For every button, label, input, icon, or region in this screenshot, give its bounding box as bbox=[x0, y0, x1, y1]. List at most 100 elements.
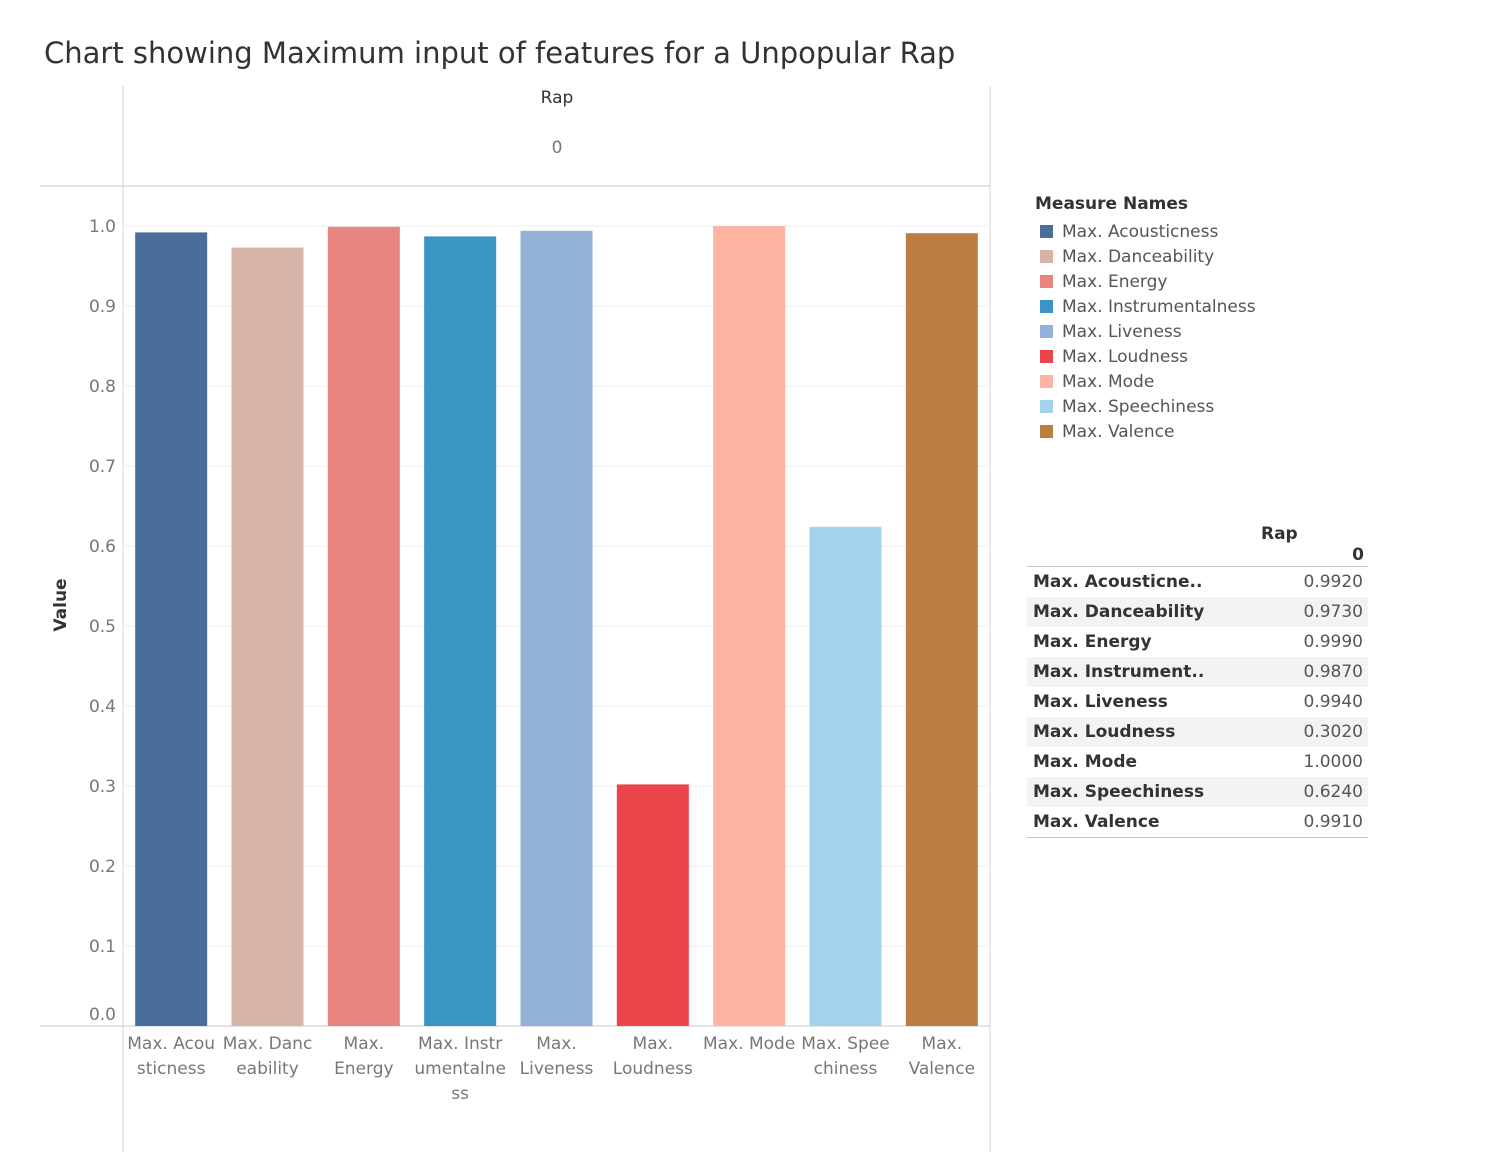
table-row-label: Max. Speechiness bbox=[1033, 782, 1205, 802]
x-tick-label: Loudness bbox=[613, 1059, 693, 1079]
legend: Measure Names Max. Acousticness Max. Danc… bbox=[1035, 194, 1256, 444]
x-tick-label: Max. bbox=[633, 1034, 674, 1054]
x-tick-label: Max. Acou bbox=[127, 1034, 215, 1054]
legend-label: Max. Loudness bbox=[1062, 346, 1189, 367]
x-tick-label: ss bbox=[451, 1084, 469, 1104]
table-row-label: Max. Acousticne.. bbox=[1033, 572, 1203, 592]
table-row-label: Max. Loudness bbox=[1033, 722, 1176, 742]
legend-item[interactable]: Max. Energy bbox=[1035, 269, 1256, 294]
bar-max-valence[interactable] bbox=[905, 233, 978, 1026]
legend-swatch bbox=[1040, 375, 1053, 388]
legend-swatch bbox=[1040, 425, 1053, 438]
y-tick-label: 0.5 bbox=[89, 617, 116, 637]
x-tick-label: Max. Danc bbox=[223, 1034, 313, 1054]
table-row-label: Max. Liveness bbox=[1033, 692, 1168, 712]
x-tick-label: sticness bbox=[137, 1059, 206, 1079]
bar-max-mode[interactable] bbox=[713, 226, 786, 1026]
table-row-value: 1.0000 bbox=[1303, 752, 1363, 772]
bar-max-danceability[interactable] bbox=[231, 247, 304, 1027]
legend-item[interactable]: Max. Acousticness bbox=[1035, 219, 1256, 244]
table-row-value: 0.6240 bbox=[1303, 782, 1363, 802]
x-tick-label: Max. bbox=[536, 1034, 577, 1054]
table-row-value: 0.3020 bbox=[1303, 722, 1363, 742]
legend-swatch bbox=[1040, 400, 1053, 413]
y-tick-label: 0.9 bbox=[89, 297, 116, 317]
y-tick-label: 0.2 bbox=[89, 857, 116, 877]
legend-label: Max. Valence bbox=[1062, 421, 1175, 442]
legend-label: Max. Acousticness bbox=[1062, 221, 1219, 242]
legend-item[interactable]: Max. Liveness bbox=[1035, 319, 1256, 344]
legend-swatch bbox=[1040, 325, 1053, 338]
legend-label: Max. Liveness bbox=[1062, 321, 1182, 342]
table-row-label: Max. Energy bbox=[1033, 632, 1152, 652]
legend-item[interactable]: Max. Valence bbox=[1035, 419, 1256, 444]
x-tick-label: Max. bbox=[344, 1034, 385, 1054]
table-row-value: 0.9730 bbox=[1303, 602, 1363, 622]
y-tick-label: 0.4 bbox=[89, 697, 116, 717]
bar-max-acousticness[interactable] bbox=[135, 232, 208, 1026]
table-row: Max. Instrument.. 0.9870 bbox=[1027, 657, 1368, 687]
table-row-value: 0.9910 bbox=[1303, 812, 1363, 832]
legend-item[interactable]: Max. Instrumentalness bbox=[1035, 294, 1256, 319]
column-header: Rap bbox=[541, 88, 574, 108]
table-row: Max. Loudness 0.3020 bbox=[1027, 717, 1368, 747]
table-row-label: Max. Valence bbox=[1033, 812, 1160, 832]
y-tick-label: 0.0 bbox=[89, 1005, 116, 1025]
y-tick-label: 0.1 bbox=[89, 937, 116, 957]
chart-title: Chart showing Maximum input of features … bbox=[44, 36, 956, 70]
legend-swatch bbox=[1040, 350, 1053, 363]
x-tick-label: Max. bbox=[922, 1034, 963, 1054]
summary-table: Rap 0 Max. Acousticne.. 0.9920 Max. Dancea… bbox=[1027, 524, 1368, 838]
x-tick-label: chiness bbox=[814, 1059, 878, 1079]
y-tick-label: 0.7 bbox=[89, 457, 116, 477]
legend-swatch bbox=[1040, 225, 1053, 238]
legend-swatch bbox=[1040, 250, 1053, 263]
bar-max-loudness[interactable] bbox=[616, 784, 689, 1026]
x-tick-label: Max. Spee bbox=[801, 1034, 889, 1054]
column-subheader: 0 bbox=[552, 138, 563, 158]
legend-item[interactable]: Max. Danceability bbox=[1035, 244, 1256, 269]
legend-item[interactable]: Max. Speechiness bbox=[1035, 394, 1256, 419]
bar-max-speechiness[interactable] bbox=[809, 526, 882, 1026]
table-row-label: Max. Danceability bbox=[1033, 602, 1205, 622]
y-tick-label: 0.6 bbox=[89, 537, 116, 557]
legend-item[interactable]: Max. Mode bbox=[1035, 369, 1256, 394]
summary-table-column-header: Rap bbox=[1261, 524, 1298, 544]
x-tick-label: umentalne bbox=[414, 1059, 506, 1079]
summary-table-column-subheader: 0 bbox=[1352, 545, 1364, 565]
table-row: Max. Liveness 0.9940 bbox=[1027, 687, 1368, 717]
table-row-value: 0.9940 bbox=[1303, 692, 1363, 712]
y-tick-label: 0.8 bbox=[89, 377, 116, 397]
legend-label: Max. Energy bbox=[1062, 271, 1168, 292]
legend-title: Measure Names bbox=[1035, 194, 1189, 214]
bar-max-energy[interactable] bbox=[327, 226, 400, 1027]
x-tick-label: Liveness bbox=[520, 1059, 594, 1079]
bar-max-liveness[interactable] bbox=[520, 230, 593, 1027]
x-tick-label: Max. Instr bbox=[418, 1034, 502, 1054]
x-tick-label: Max. Mode bbox=[703, 1034, 795, 1054]
bar-max-instrumentalness[interactable] bbox=[424, 236, 497, 1026]
legend-label: Max. Instrumentalness bbox=[1062, 296, 1256, 317]
table-row-value: 0.9920 bbox=[1303, 572, 1363, 592]
table-row-value: 0.9870 bbox=[1303, 662, 1363, 682]
y-tick-label: 0.3 bbox=[89, 777, 116, 797]
legend-label: Max. Speechiness bbox=[1062, 396, 1215, 417]
table-row-label: Max. Mode bbox=[1033, 752, 1138, 772]
table-row: Max. Mode 1.0000 bbox=[1027, 747, 1368, 777]
table-row-value: 0.9990 bbox=[1303, 632, 1363, 652]
bar-chart: 0.0 0.1 0.2 0.3 0.4 0.5 0.6 0.7 0.8 0.9 1.0 Max. Ac… bbox=[40, 86, 991, 1152]
x-tick-label: eability bbox=[236, 1059, 299, 1079]
y-tick-label: 1.0 bbox=[89, 217, 116, 237]
x-tick-label: Valence bbox=[909, 1059, 976, 1079]
legend-item[interactable]: Max. Loudness bbox=[1035, 344, 1256, 369]
table-row: Max. Danceability 0.9730 bbox=[1027, 597, 1368, 627]
table-row: Max. Valence 0.9910 bbox=[1027, 807, 1368, 838]
legend-label: Max. Danceability bbox=[1062, 246, 1215, 267]
table-row-label: Max. Instrument.. bbox=[1033, 662, 1205, 682]
table-row: Max. Acousticne.. 0.9920 bbox=[1027, 567, 1368, 597]
table-row: Max. Energy 0.9990 bbox=[1027, 627, 1368, 657]
x-tick-label: Energy bbox=[334, 1059, 394, 1079]
legend-swatch bbox=[1040, 275, 1053, 288]
legend-swatch bbox=[1040, 300, 1053, 313]
table-row: Max. Speechiness 0.6240 bbox=[1027, 777, 1368, 807]
